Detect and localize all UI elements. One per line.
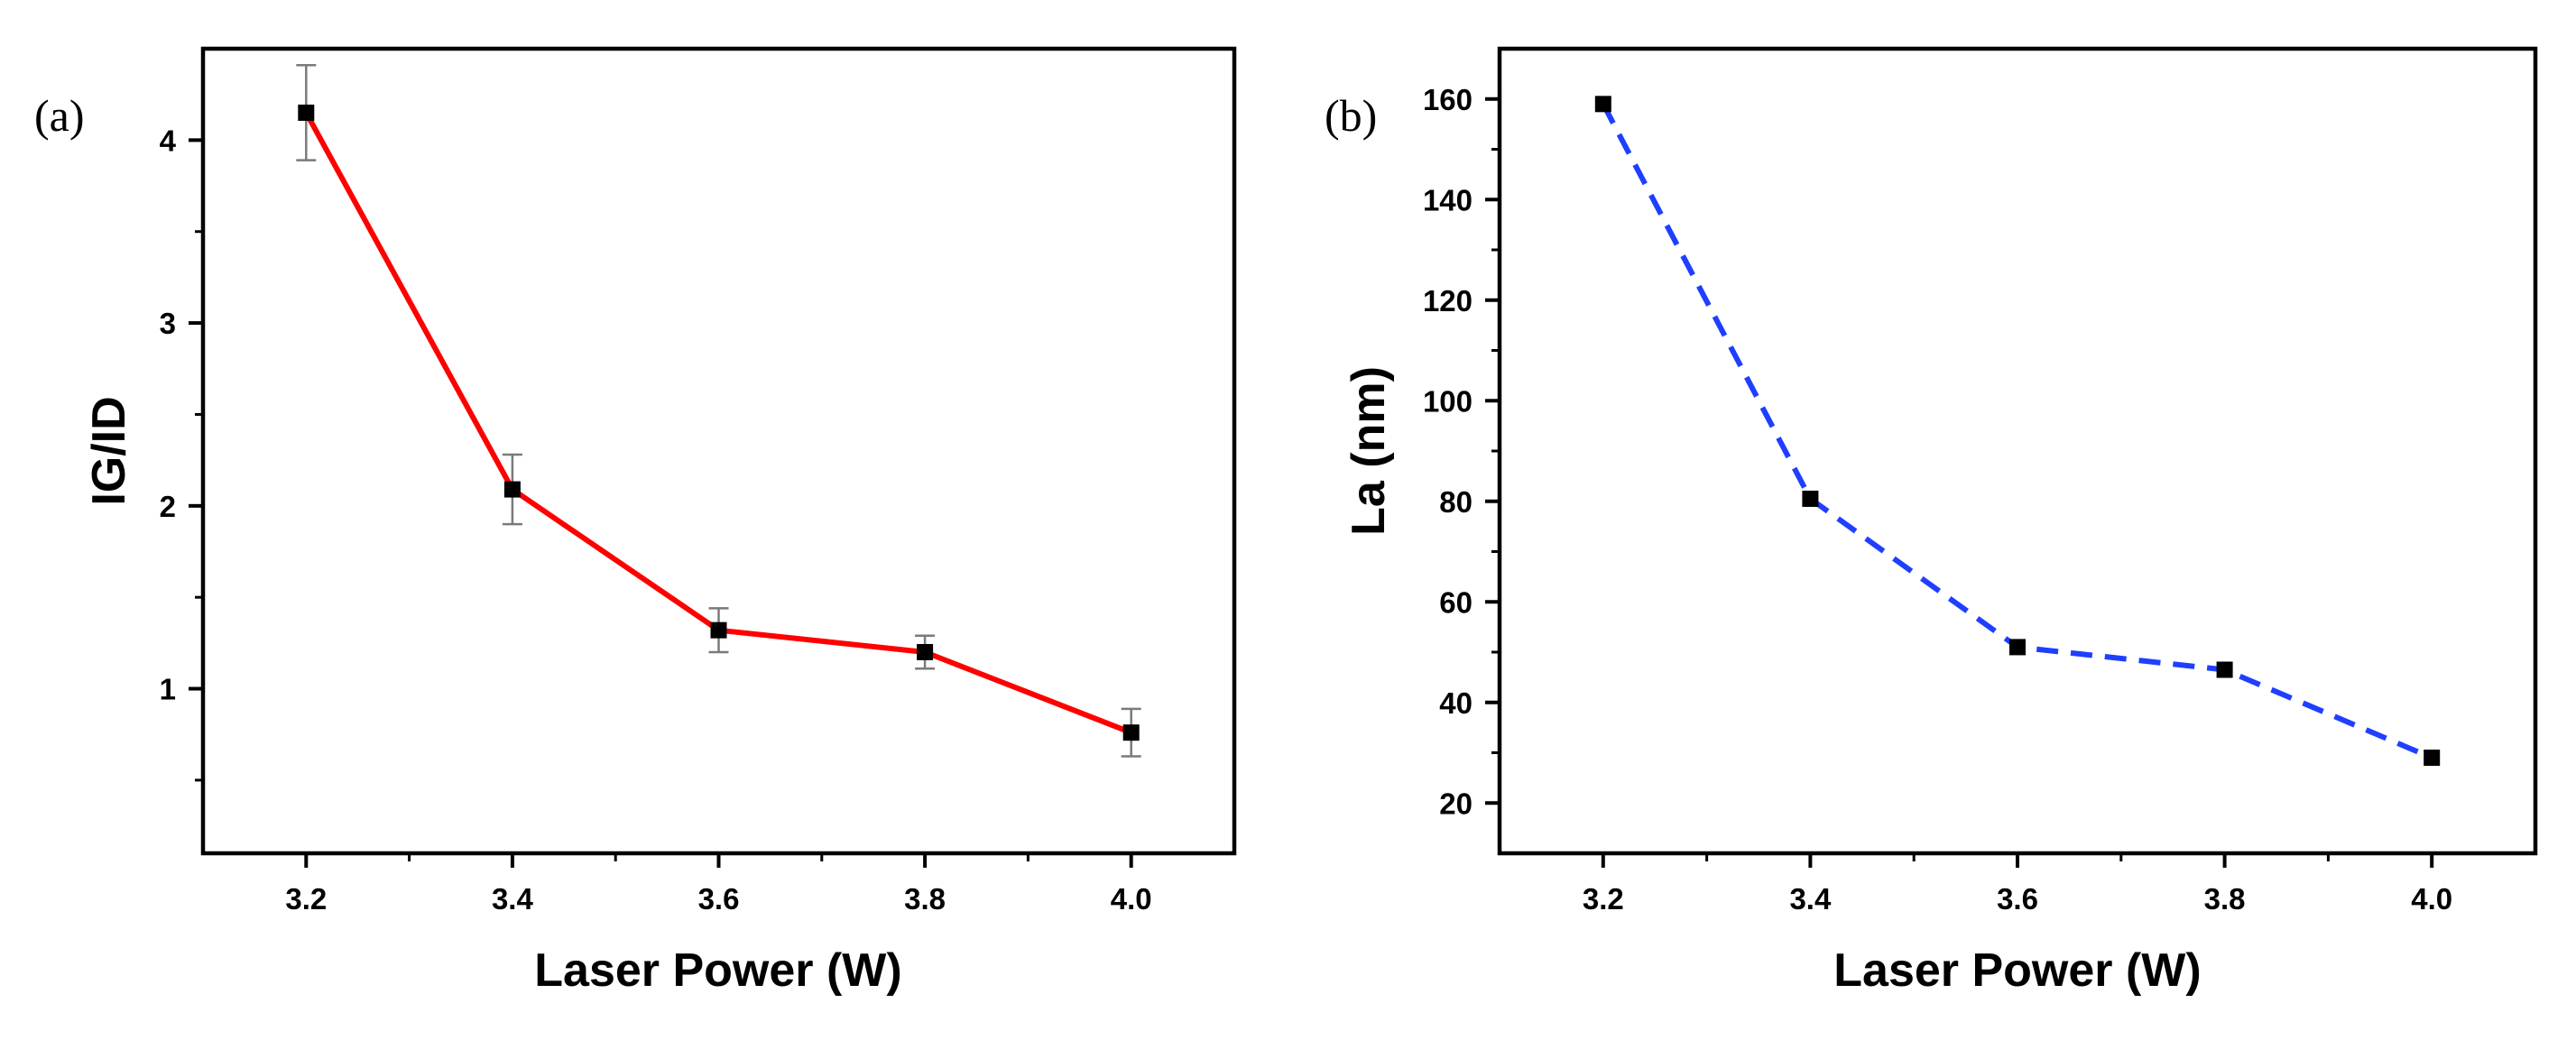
panel-a-label: (a)	[34, 90, 85, 141]
x-tick-label: 3.6	[698, 882, 740, 916]
data-point-marker	[2424, 750, 2441, 767]
chart-panel-b: (b) 3.2 3.4 3.6 3.8 4.0 20 40 60 80 100 120 140 160…	[1325, 46, 2538, 997]
data-point-marker	[1122, 724, 1140, 741]
y-tick-label: 160	[1423, 83, 1473, 116]
panel-a-plot-frame	[200, 46, 1237, 856]
x-tick-label: 3.4	[492, 882, 534, 916]
x-tick-label: 4.0	[2411, 882, 2452, 916]
data-point-marker	[1802, 490, 1819, 507]
y-tick-label: 100	[1423, 384, 1473, 418]
panel-b-label: (b)	[1325, 90, 1377, 141]
x-tick-label: 4.0	[1111, 882, 1152, 916]
panel-b-y-axis-title: La (nm)	[1343, 366, 1395, 536]
y-tick-label: 60	[1439, 585, 1473, 619]
data-point-marker	[503, 481, 521, 498]
y-tick-label: 140	[1423, 183, 1473, 216]
x-tick-label: 3.2	[1583, 882, 1624, 916]
panel-a-y-axis-title: IG/ID	[83, 396, 135, 505]
y-tick-label: 20	[1439, 787, 1473, 820]
panel-a-x-axis-title: Laser Power (W)	[534, 944, 901, 997]
panel-b-x-axis: 3.2 3.4 3.6 3.8 4.0	[1583, 853, 2452, 916]
y-tick-label: 40	[1439, 686, 1473, 720]
data-point-marker	[917, 644, 934, 660]
chart-panel-a: (a) 3.2 3.4 3.6 3.8 4.0 1 2 3 4 Laser Power (W)…	[34, 46, 1237, 997]
y-tick-label: 120	[1423, 284, 1473, 318]
panel-b-series	[1594, 96, 2441, 767]
data-point-marker	[1594, 96, 1611, 113]
y-tick-label: 80	[1439, 485, 1473, 519]
data-point-marker	[710, 621, 727, 639]
panel-a-series	[296, 63, 1141, 758]
x-tick-label: 3.6	[1997, 882, 2038, 916]
y-tick-label: 4	[160, 124, 177, 157]
panel-b-y-axis: 20 40 60 80 100 120 140 160	[1423, 83, 1500, 820]
y-tick-label: 2	[160, 490, 176, 523]
x-tick-label: 3.8	[904, 882, 946, 916]
data-point-marker	[2009, 639, 2026, 656]
data-point-marker	[2216, 661, 2233, 678]
panel-a-y-axis: 1 2 3 4	[160, 124, 203, 782]
x-tick-label: 3.8	[2204, 882, 2246, 916]
x-tick-label: 3.4	[1789, 882, 1832, 916]
panel-b-plot-frame	[1497, 46, 2538, 856]
panel-b-x-axis-title: Laser Power (W)	[1833, 944, 2201, 997]
data-point-marker	[298, 104, 315, 121]
series-line	[1601, 102, 2433, 760]
x-tick-label: 3.2	[285, 882, 327, 916]
panel-a-x-axis: 3.2 3.4 3.6 3.8 4.0	[285, 853, 1152, 916]
y-tick-label: 1	[160, 673, 176, 706]
y-tick-label: 3	[160, 307, 176, 340]
